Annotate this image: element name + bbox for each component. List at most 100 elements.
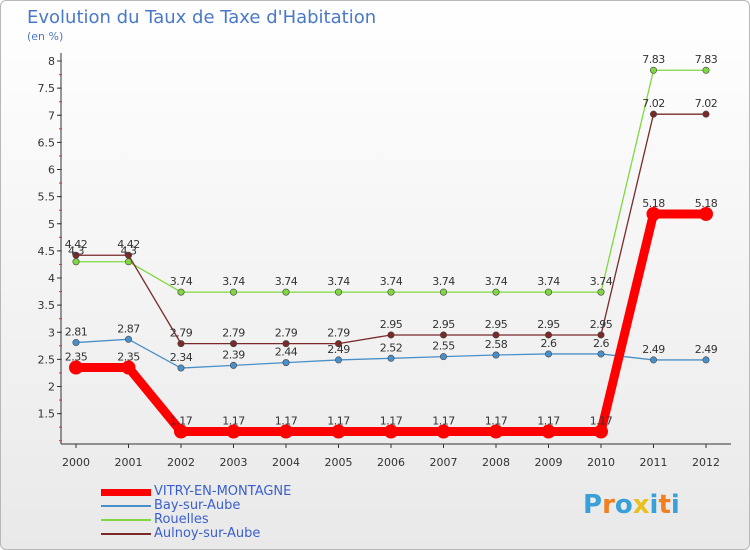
series-point — [699, 206, 713, 221]
x-tick-label: 2004 — [272, 456, 300, 469]
series-point — [125, 335, 133, 343]
data-label: 2.6 — [541, 337, 557, 350]
series-point — [121, 360, 136, 375]
series-point — [649, 66, 657, 74]
x-tick-label: 2005 — [325, 456, 353, 469]
series-line-4 — [76, 113, 706, 345]
series-line-3 — [76, 69, 706, 293]
y-tick-label: 6 — [48, 164, 55, 177]
y-tick-label: 2 — [48, 381, 55, 394]
series-point — [649, 110, 657, 118]
data-label: 3.74 — [275, 275, 298, 288]
data-label: 1.17 — [327, 415, 350, 428]
x-tick-label: 2011 — [640, 456, 668, 469]
series-point — [594, 424, 608, 439]
data-label: 3.74 — [485, 275, 508, 288]
proxiti-logo: Proxiti — [583, 490, 680, 520]
data-label: 2.35 — [65, 351, 88, 364]
data-label: 1.17 — [485, 415, 508, 428]
series-point — [649, 356, 657, 364]
data-label: 2.44 — [275, 346, 298, 359]
legend-label: VITRY-EN-MONTAGNE — [154, 484, 292, 499]
data-label: 2.49 — [642, 343, 665, 356]
y-tick-label: 7 — [48, 109, 55, 122]
series-point — [230, 361, 238, 369]
legend-swatch — [101, 489, 151, 496]
data-label: 1.17 — [222, 415, 245, 428]
series-point — [702, 356, 710, 364]
chart-axes: 1.5 2 2.5 3 3.5 4 4.5 5 5.5 6 6.5 7 7.5 8 2000 2001 2002… — [38, 53, 731, 469]
series-point — [541, 424, 556, 439]
data-label: 2.95 — [432, 318, 455, 331]
series-point — [702, 110, 710, 118]
chart-unit-label: (en %) — [27, 30, 64, 43]
series-point — [174, 424, 188, 439]
series-point — [439, 353, 447, 361]
x-tick-label: 2010 — [587, 456, 615, 469]
series-point — [282, 359, 290, 367]
data-label: 3.74 — [590, 275, 613, 288]
y-tick-label: 4.5 — [38, 245, 56, 258]
y-tick-label: 4 — [48, 272, 55, 285]
series-point — [387, 354, 395, 362]
data-label: 2.52 — [380, 341, 403, 354]
series-point — [492, 288, 500, 296]
data-label: 3.74 — [537, 275, 560, 288]
x-tick-label: 2007 — [430, 456, 458, 469]
data-label: 2.79 — [327, 327, 350, 340]
data-label: 7.83 — [695, 53, 718, 66]
data-label: 2.34 — [170, 351, 193, 364]
series-point — [544, 331, 552, 339]
data-label: 1.17 — [590, 415, 613, 428]
chart-data-labels: 2.35 2.35 1.17 1.17 1.17 1.17 1.17 1.17 1.17 1.17… — [65, 53, 718, 427]
series-point — [334, 340, 342, 348]
data-label: 3.74 — [327, 275, 350, 288]
series-point — [597, 288, 605, 296]
series-point — [177, 288, 185, 296]
y-tick-label: 5.5 — [38, 191, 56, 204]
data-label: 4.3 — [121, 245, 137, 258]
legend-label: Rouelles — [154, 512, 209, 527]
series-point — [439, 331, 447, 339]
data-label: 4.42 — [65, 238, 88, 251]
series-point — [384, 424, 398, 439]
data-label: 2.95 — [380, 318, 403, 331]
series-point — [69, 360, 83, 375]
data-label: 1.17 — [537, 415, 560, 428]
data-label: 2.79 — [170, 327, 193, 340]
y-tick-label: 8 — [48, 55, 55, 68]
series-point — [544, 288, 552, 296]
data-label: 1.17 — [432, 415, 455, 428]
x-tick-label: 2002 — [167, 456, 195, 469]
series-point — [492, 331, 500, 339]
x-tick-label: 2000 — [62, 456, 90, 469]
data-label: 2.39 — [222, 348, 245, 361]
series-point — [331, 424, 346, 439]
series-point — [439, 288, 447, 296]
series-point — [334, 288, 342, 296]
x-tick-label: 2001 — [115, 456, 143, 469]
data-label: 2.95 — [485, 318, 508, 331]
data-label: 2.58 — [485, 338, 508, 351]
data-label: 3.74 — [222, 275, 245, 288]
series-point — [436, 424, 451, 439]
data-label: 7.02 — [642, 97, 665, 110]
series-point — [489, 424, 503, 439]
x-tick-label: 2003 — [220, 456, 248, 469]
data-label: 5.18 — [695, 197, 718, 210]
data-label: 1.17 — [275, 415, 298, 428]
legend-swatch — [101, 533, 151, 535]
data-label: 2.87 — [117, 322, 140, 335]
series-point — [72, 339, 80, 347]
chart-series — [69, 66, 713, 439]
y-tick-label: 3 — [48, 326, 55, 339]
data-label: 2.95 — [537, 318, 560, 331]
series-point — [125, 251, 133, 259]
series-point — [387, 331, 395, 339]
data-label: 2.81 — [65, 326, 88, 339]
data-label: 1.17 — [170, 415, 193, 428]
y-tick-label: 3.5 — [38, 299, 56, 312]
x-tick-label: 2006 — [377, 456, 405, 469]
